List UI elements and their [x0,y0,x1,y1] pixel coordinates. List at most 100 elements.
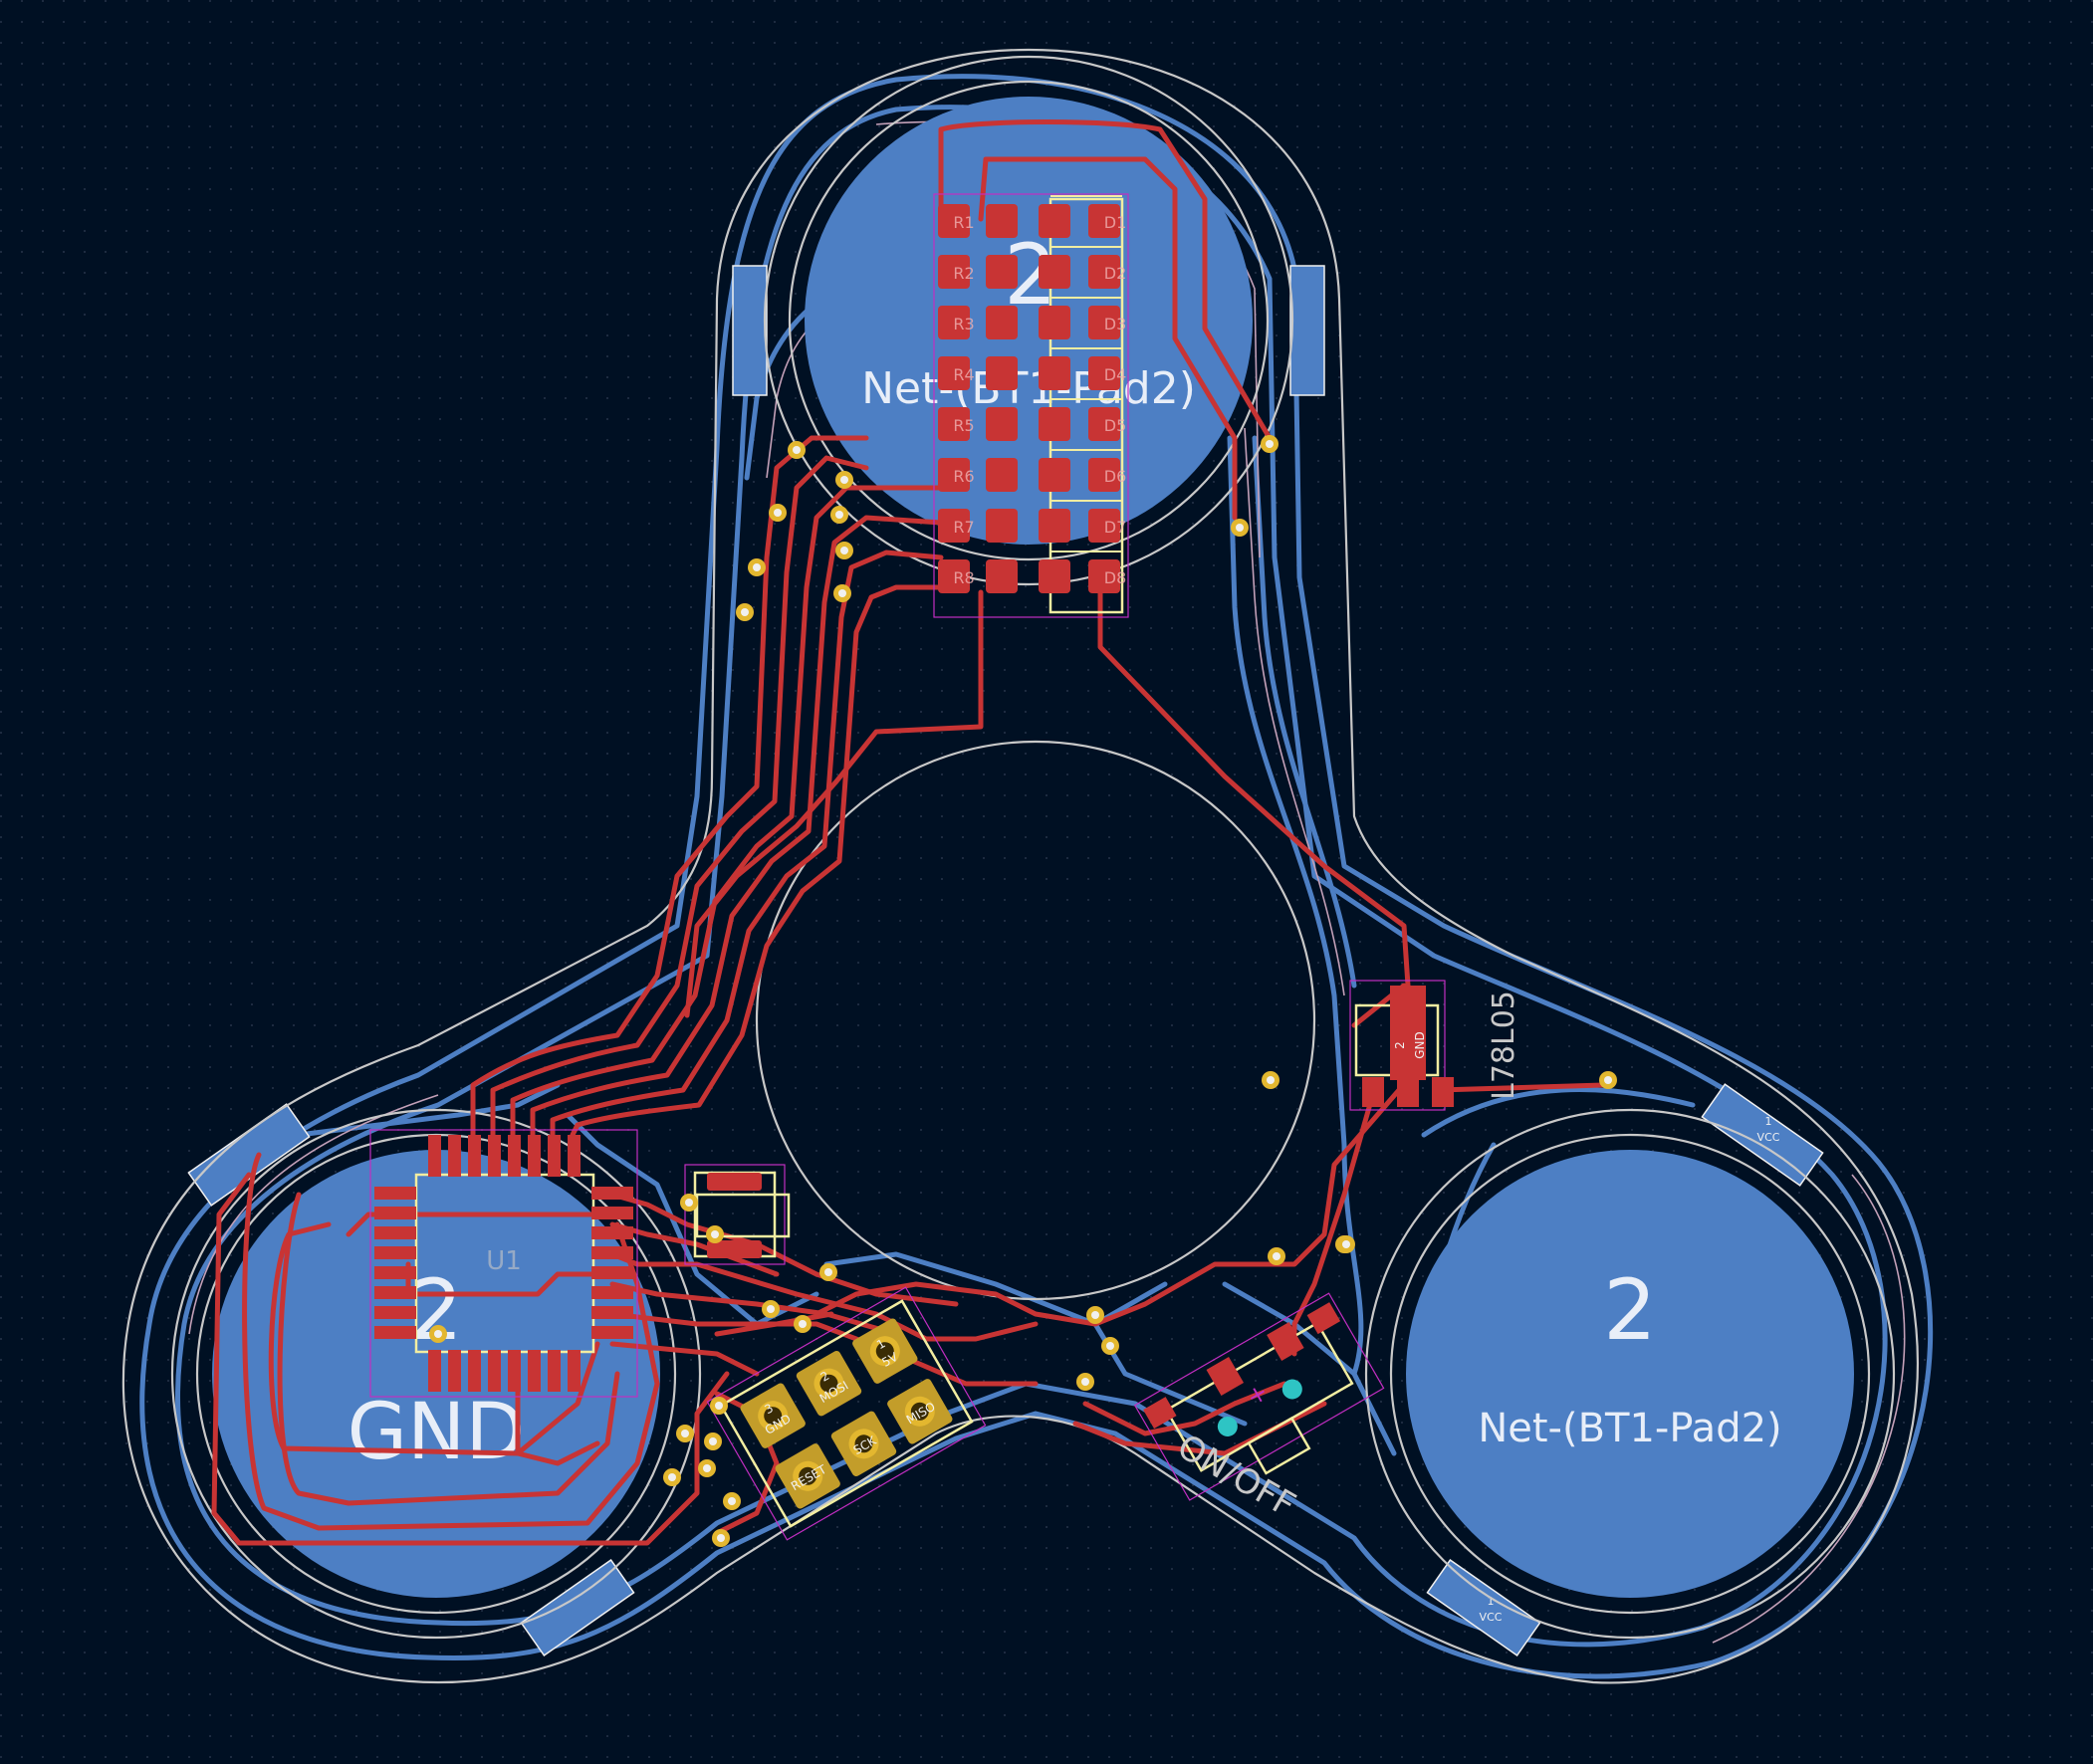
led-pad [1088,559,1120,593]
mcu-pin [528,1135,541,1177]
mcu-pin [374,1326,416,1339]
resistor-pad [938,356,970,390]
regulator-pad-number: 2 [1393,1041,1407,1049]
battery-pad-top[interactable]: 2 Net-(BT1-Pad2) [805,97,1253,545]
mcu-pin [374,1226,416,1239]
mcu-pin [508,1350,521,1392]
via-drill [840,476,848,484]
mcu-pin [591,1207,633,1219]
mcu-pin [568,1135,581,1177]
regulator-l78l05[interactable]: 2 GND L78L05 [1349,980,1521,1111]
via-drill [753,563,761,571]
led-pad [1039,204,1070,238]
mcu-pin [591,1226,633,1239]
mcu-pin [374,1266,416,1279]
switch-drill-hole [1281,1379,1302,1400]
mcu-pin [591,1187,633,1200]
resistor-pad [938,407,970,441]
via-drill [434,1330,442,1338]
regulator-pad-net: GND [1413,1031,1427,1059]
switch-drill-hole [1217,1416,1238,1436]
pad-left-net-label: GND [348,1388,526,1477]
isp-pin-hole [854,1434,873,1453]
led-ref: D3 [1104,315,1127,333]
via-drill [685,1199,693,1207]
led-pad [1088,356,1120,390]
via-drill [741,608,749,616]
resistor-pad [986,255,1018,289]
isp-pin-hole [764,1407,783,1426]
mcu-pin [568,1350,581,1392]
mcu-pin [448,1350,461,1392]
mcu-pin [468,1135,481,1177]
mcu-pin [548,1135,561,1177]
resistor-ref: R4 [953,365,974,384]
mcu-pin [528,1350,541,1392]
front-copper-layer [211,119,1606,1546]
led-pad [1039,458,1070,492]
isp-pin-hole [910,1402,929,1421]
isp-pin-hole [799,1466,817,1485]
mcu-pin [488,1135,501,1177]
resistor-ref: R2 [953,264,974,283]
via-drill [767,1305,775,1313]
led-pad [1088,204,1120,238]
resistor-pad [986,509,1018,543]
mcu-pin [468,1350,481,1392]
via-drill [1267,1076,1275,1084]
led-pad [1039,509,1070,543]
led-resistor-array[interactable]: R1 D1 R2 D2 R3 D3 R4 D4 R5 D5 R6 D6 R7 D7 R8 D8 [933,193,1129,618]
regulator-ref-label: L78L05 [1487,991,1521,1100]
via-drill [668,1473,676,1481]
mcu-pin [428,1135,441,1177]
via-drill [703,1464,711,1472]
resistor-pad [986,306,1018,339]
via-drill [1342,1240,1350,1248]
vias [429,435,1617,1547]
mcu-pin [591,1306,633,1319]
mcu-pin [428,1350,441,1392]
resistor-ref: R1 [953,213,974,232]
power-switch[interactable]: + [1133,1292,1391,1513]
pad-right-number: 2 [1603,1261,1656,1359]
mcu-pin [448,1135,461,1177]
via-drill [1106,1342,1114,1350]
via-drill [1266,440,1274,448]
mcu-pin [374,1207,416,1219]
mcu-u1[interactable]: U1 [369,1129,638,1398]
resistor-pad [938,204,970,238]
led-pad [1039,407,1070,441]
led-pad [1088,255,1120,289]
pad-right-net-label: Net-(BT1-Pad2) [1478,1406,1781,1451]
via-drill [1236,524,1244,532]
battery-pad-right[interactable]: 2 Net-(BT1-Pad2) [1406,1150,1854,1598]
resistor-pad [938,458,970,492]
led-trace-fan [470,435,944,1138]
resistor-ref: R8 [953,568,974,587]
resistor-pad [986,407,1018,441]
led-ref: D6 [1104,467,1127,486]
resistor-ref: R3 [953,315,974,333]
edge-cuts-layer [121,48,1919,1684]
via-drill [1081,1378,1089,1386]
pad-top-net-label: Net-(BT1-Pad2) [861,363,1196,414]
via-drill [799,1320,807,1328]
via-drill [1091,1311,1099,1319]
mcu-ref-label: U1 [486,1246,522,1276]
mcu-pin [488,1350,501,1392]
via-drill [717,1534,725,1542]
resistor-pad [938,306,970,339]
mcu-pin [591,1266,633,1279]
pad-left-number: 2 [409,1261,462,1359]
vcc-pad-number-bottom: 1 [1488,1595,1495,1608]
resistor-pad [986,356,1018,390]
crystal-component[interactable] [684,1164,791,1265]
via-drill [728,1497,736,1505]
resistor-pad [986,559,1018,593]
led-ref: D2 [1104,264,1127,283]
via-drill [715,1402,723,1410]
led-pad [1088,509,1120,543]
mcu-pin [374,1246,416,1259]
